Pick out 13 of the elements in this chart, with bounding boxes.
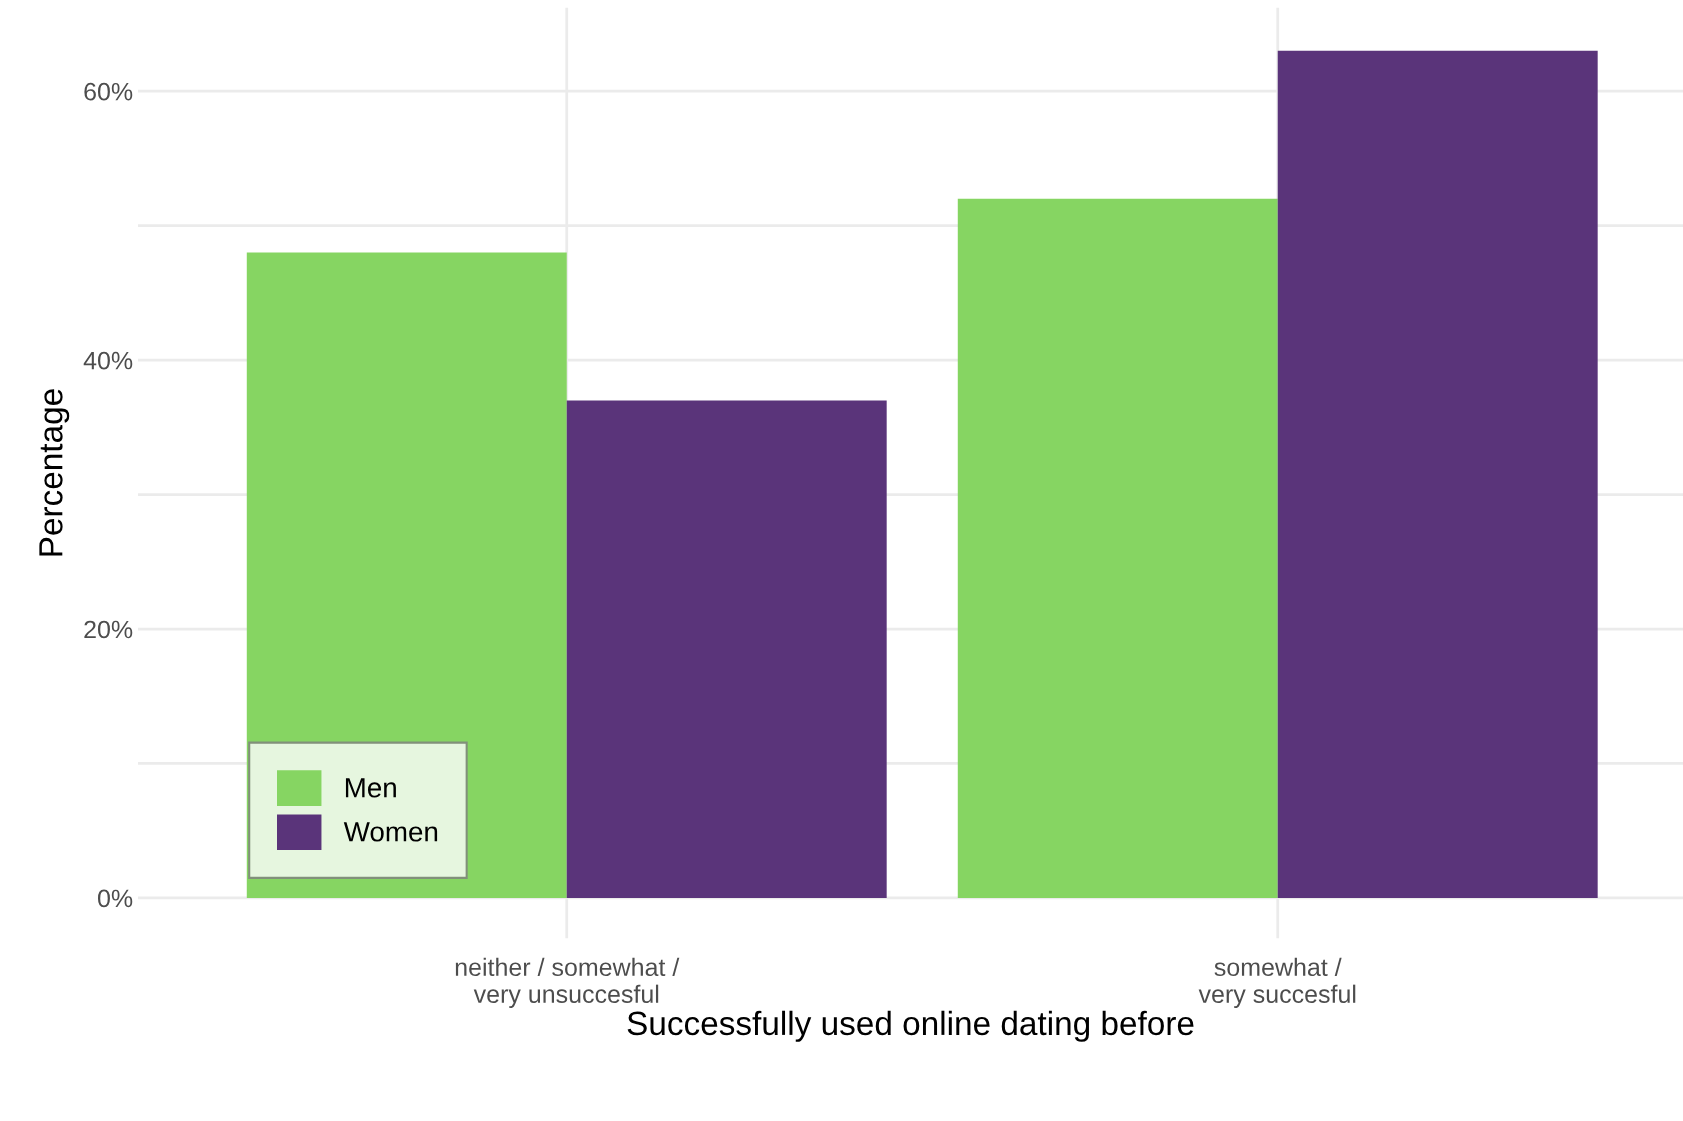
y-tick-label: 0% [97,889,133,908]
y-axis-title: Percentage [39,389,70,556]
bar [957,198,1278,898]
bar [1277,50,1598,898]
x-tick-label: somewhat / very succesful [1198,957,1356,1008]
y-tick-label: 60% [84,82,133,101]
legend-label: Women [343,822,438,842]
x-tick-label: neither / somewhat / very unsuccesful [455,957,680,1008]
bar [566,400,887,898]
x-axis-title: Successfully used online dating before [627,1010,1194,1042]
legend-label: Men [345,778,396,798]
y-tick-label: 20% [84,620,133,639]
y-tick-label: 40% [83,351,133,370]
